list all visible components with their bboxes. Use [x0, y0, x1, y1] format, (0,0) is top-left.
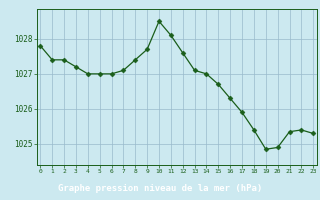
- Text: Graphe pression niveau de la mer (hPa): Graphe pression niveau de la mer (hPa): [58, 184, 262, 193]
